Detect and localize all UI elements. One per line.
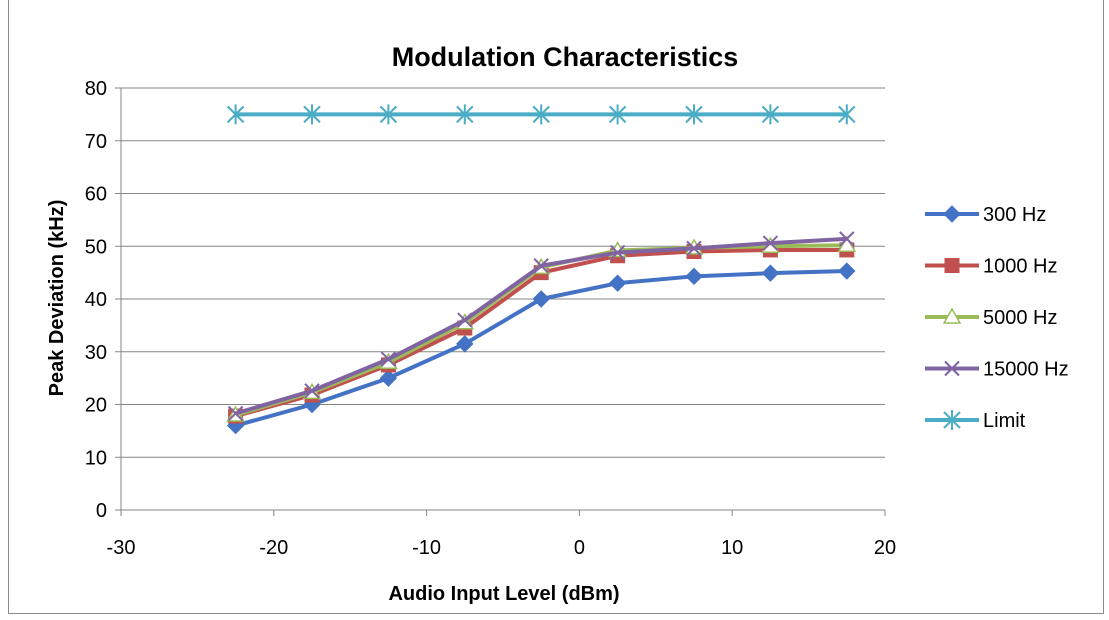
y-tick-label: 10 (85, 447, 107, 469)
chart-area: Modulation Characteristics 0 10 20 30 40 50 60… (8, 0, 1104, 614)
x-tick-label: 20 (874, 537, 896, 559)
legend-label: Limit (983, 410, 1026, 432)
data-point-300-hz (379, 369, 398, 387)
data-point-300-hz (761, 264, 780, 282)
y-tick-label: 20 (85, 395, 107, 417)
x-tick-label: -10 (412, 537, 441, 559)
data-point-limit (456, 104, 474, 125)
data-point-15000-hz (380, 351, 397, 367)
legend-item-1000-hz: 1000 Hz (925, 256, 1058, 278)
marker-stroke (839, 231, 855, 247)
legend-marker (943, 205, 961, 223)
gridlines (121, 87, 885, 458)
series-limit (226, 104, 856, 125)
legend-marker (944, 258, 960, 273)
x-axis-title: Audio Input Level (dBm) (388, 583, 619, 605)
data-point-limit (685, 104, 703, 125)
data-point-limit (303, 104, 321, 125)
data-point-15000-hz (227, 405, 244, 422)
series-300-hz (226, 262, 856, 435)
data-point-15000-hz (457, 312, 473, 328)
plot-series (226, 104, 857, 435)
axes: 0 10 20 30 40 50 60 70 80 -30 -20 -10 0 10 20 (85, 78, 896, 559)
legend-label: 15000 Hz (983, 359, 1069, 381)
x-tick-label: -30 (107, 537, 136, 559)
marker-stroke (609, 244, 626, 261)
legend-label: 300 Hz (983, 204, 1046, 226)
y-tick-label: 70 (85, 131, 107, 153)
marker-stroke (457, 312, 473, 328)
data-point-limit (532, 104, 550, 125)
legend-marker (944, 360, 960, 377)
legend-item-15000-hz: 15000 Hz (925, 359, 1069, 381)
y-tick-label: 60 (85, 184, 107, 206)
data-point-15000-hz (533, 258, 549, 274)
y-tick-label: 80 (85, 78, 107, 100)
data-point-15000-hz (609, 244, 626, 261)
legend: 300 Hz 1000 Hz 5000 Hz 15000 Hz Limit (925, 204, 1069, 432)
data-point-300-hz (838, 262, 856, 280)
x-tick-label: -20 (259, 537, 288, 559)
y-tick-label: 50 (85, 236, 107, 258)
marker-stroke (944, 360, 960, 377)
line-chart: Modulation Characteristics 0 10 20 30 40 50 60… (46, 42, 1069, 605)
data-point-15000-hz (839, 231, 855, 247)
y-tick-label: 40 (85, 289, 107, 311)
marker-stroke (227, 405, 244, 422)
data-point-300-hz (608, 274, 627, 292)
marker-stroke (533, 258, 549, 274)
legend-marker (942, 307, 962, 324)
y-axis-title: Peak Deviation (kHz) (46, 200, 68, 397)
legend-label: 1000 Hz (983, 256, 1058, 278)
marker-stroke (380, 351, 397, 367)
x-tick-label: 0 (574, 537, 585, 559)
legend-item-limit: Limit (925, 410, 1026, 432)
marker-stroke (304, 383, 320, 399)
data-point-300-hz (456, 335, 474, 353)
data-point-300-hz (685, 267, 703, 286)
legend-item-300-hz: 300 Hz (925, 204, 1046, 226)
y-tick-label: 0 (96, 500, 107, 522)
data-point-15000-hz (304, 383, 320, 399)
data-point-limit (761, 104, 780, 125)
marker-stroke (762, 235, 779, 251)
legend-marker (943, 410, 961, 430)
legend-item-5000-hz: 5000 Hz (925, 307, 1058, 329)
data-point-limit (838, 104, 856, 125)
series-15000-hz (227, 231, 855, 422)
data-point-limit (226, 104, 245, 125)
data-point-limit (379, 104, 398, 125)
data-point-15000-hz (762, 235, 779, 251)
data-point-300-hz (532, 290, 550, 308)
chart-title: Modulation Characteristics (392, 42, 739, 72)
legend-label: 5000 Hz (983, 307, 1058, 329)
y-tick-label: 30 (85, 342, 107, 364)
x-tick-label: 10 (721, 537, 743, 559)
marker-stroke (686, 240, 702, 257)
data-point-15000-hz (686, 240, 702, 257)
data-point-limit (608, 104, 627, 125)
